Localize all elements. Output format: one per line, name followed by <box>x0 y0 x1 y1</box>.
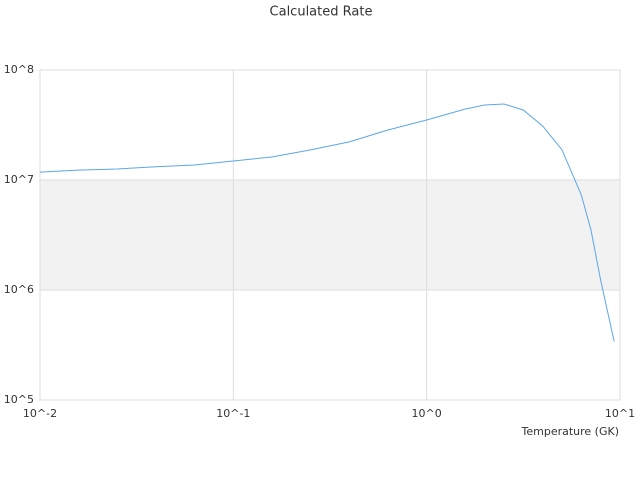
chart-title: Calculated Rate <box>270 5 373 20</box>
y-tick-label: 10^7 <box>4 173 34 186</box>
y-tick-label: 10^8 <box>4 63 34 76</box>
y-tick-label: 10^5 <box>4 393 34 406</box>
line <box>39 103 615 342</box>
x-tick-label: 10^-1 <box>216 407 250 420</box>
x-tick-label: 10^0 <box>412 407 442 420</box>
y-tick-label: 10^6 <box>4 283 34 296</box>
x-tick-label: 10^-2 <box>23 407 57 420</box>
x-tick-label: 10^1 <box>605 407 635 420</box>
grid-band <box>40 180 620 290</box>
x-axis-label: Temperature (GK) <box>521 425 620 438</box>
